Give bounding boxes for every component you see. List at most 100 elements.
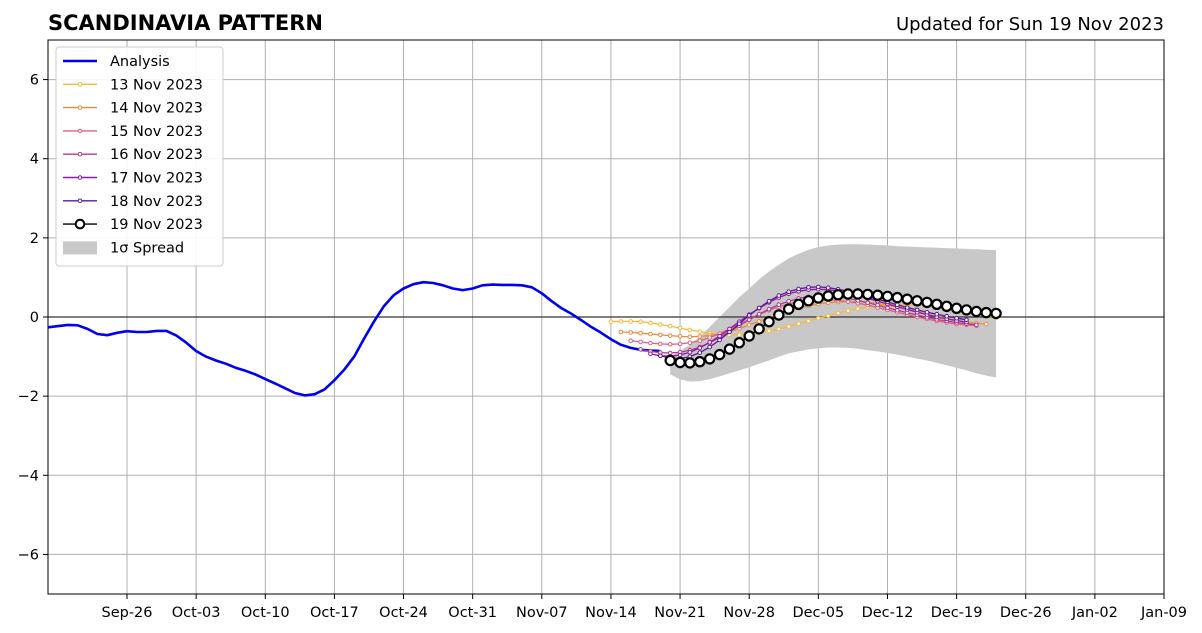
series-point — [697, 345, 703, 351]
series-point — [921, 296, 933, 309]
series-point — [776, 326, 782, 332]
series-point — [974, 322, 979, 328]
series-point — [658, 332, 663, 338]
x-tick-label: Oct-17 — [310, 605, 359, 621]
series-point — [638, 330, 643, 336]
series-point — [885, 305, 890, 311]
series-point — [796, 321, 801, 327]
x-tick-label: Dec-12 — [862, 605, 914, 621]
series-point — [638, 339, 643, 345]
series-point — [766, 306, 772, 312]
y-tick-label: −6 — [18, 547, 39, 563]
series-point — [638, 319, 643, 325]
analysis-layer — [47, 280, 661, 397]
series-point — [806, 318, 811, 324]
series-point — [717, 337, 722, 343]
series-point — [786, 324, 792, 329]
x-tick-label: Oct-03 — [172, 605, 221, 621]
series-point — [776, 293, 782, 298]
legend-label: 18 Nov 2023 — [110, 194, 203, 210]
series-point — [904, 305, 910, 310]
series-point — [852, 288, 864, 300]
forecast-series-5 — [658, 284, 969, 361]
series-point — [812, 292, 825, 304]
series-point — [674, 356, 686, 369]
analysis-series-line — [47, 280, 661, 397]
series-point — [950, 302, 963, 314]
series-point — [608, 319, 614, 325]
series-point — [822, 290, 834, 302]
series-point — [964, 317, 969, 323]
series-point — [618, 329, 624, 335]
legend-entry: 18 Nov 2023 — [63, 194, 203, 210]
series-point — [881, 290, 894, 303]
series-point — [845, 308, 851, 314]
forecast-series-6 — [664, 288, 1002, 369]
series-point — [648, 340, 653, 346]
series-point — [970, 305, 983, 318]
legend-label: 17 Nov 2023 — [110, 171, 203, 187]
series-point — [914, 307, 920, 313]
x-tick-label: Oct-10 — [241, 605, 290, 621]
spread-layer — [670, 244, 997, 382]
series-point — [816, 315, 821, 321]
series-point — [960, 304, 973, 316]
series-point — [638, 347, 643, 352]
series-point — [687, 334, 693, 340]
legend-label: 14 Nov 2023 — [110, 101, 203, 117]
series-point — [862, 288, 874, 301]
series-point — [687, 340, 693, 346]
series-point — [756, 305, 762, 311]
series-point — [687, 327, 693, 333]
series-point — [713, 348, 726, 361]
series-point — [766, 328, 772, 334]
y-tick-label: −4 — [18, 468, 39, 484]
legend-swatch-marker — [77, 105, 83, 110]
series-point — [717, 333, 722, 339]
series-point — [786, 289, 792, 295]
series-point — [773, 309, 785, 321]
series-point — [694, 356, 706, 368]
legend-swatch-marker — [77, 151, 83, 157]
legend-label: 19 Nov 2023 — [110, 217, 203, 233]
legend-entry: 15 Nov 2023 — [63, 124, 203, 140]
y-tick-label: 4 — [30, 152, 39, 168]
series-point — [743, 330, 755, 342]
series-point — [763, 316, 775, 328]
series-point — [806, 285, 811, 290]
series-point — [658, 341, 663, 347]
x-tick-label: Dec-26 — [1000, 605, 1052, 621]
series-point — [842, 288, 854, 300]
legend-swatch-marker — [77, 198, 83, 204]
series-point — [941, 300, 953, 312]
series-point — [871, 289, 884, 301]
x-tick-label: Nov-21 — [654, 605, 706, 621]
series-point — [855, 306, 861, 312]
series-point — [737, 332, 742, 338]
series-point — [667, 342, 673, 347]
series-point — [891, 291, 904, 304]
series-point — [707, 335, 713, 340]
series-point — [756, 319, 762, 324]
series-point — [746, 322, 752, 328]
x-tick-label: Nov-14 — [585, 605, 637, 621]
series-point — [684, 357, 696, 369]
series-point — [687, 349, 693, 355]
series-point — [628, 338, 634, 344]
series-point — [648, 351, 653, 357]
series-point — [648, 331, 653, 337]
series-point — [677, 334, 683, 339]
series-point — [802, 295, 815, 307]
y-tick-label: −2 — [18, 389, 39, 405]
series-point — [954, 315, 959, 321]
y-tick-label: 2 — [30, 231, 39, 247]
legend: Analysis 13 Nov 2023 14 Nov 2023 15 Nov 202… — [55, 46, 224, 267]
series-point — [895, 302, 900, 308]
series-point — [934, 311, 940, 317]
series-point — [727, 329, 732, 335]
series-point — [707, 344, 713, 350]
series-point — [697, 338, 703, 344]
series-point — [746, 317, 752, 323]
series-point — [825, 313, 831, 319]
